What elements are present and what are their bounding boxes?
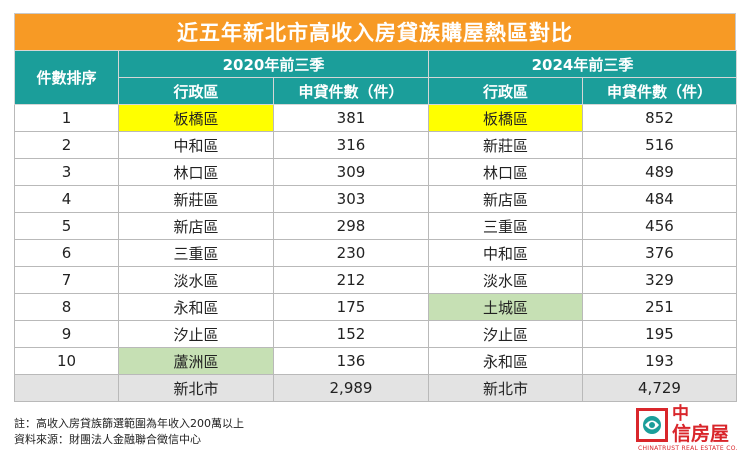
district-cell-a: 板橋區 (118, 104, 274, 132)
source-text: 資料來源：財團法人金融聯合徵信中心 (14, 433, 201, 446)
table-row: 3 林口區 309 林口區 489 (14, 158, 737, 186)
count-cell-b: 516 (582, 131, 737, 159)
district-cell-b: 三重區 (428, 212, 583, 240)
table-row: 9 汐止區 152 汐止區 195 (14, 320, 737, 348)
period-b-header: 2024年前三季 (428, 50, 737, 78)
count-cell-b: 329 (582, 266, 737, 294)
district-cell-b: 中和區 (428, 239, 583, 267)
logo-line2: 信房屋 (672, 423, 730, 445)
rank-cell: 5 (14, 212, 119, 240)
count-header-b: 申貸件數（件） (582, 77, 737, 105)
district-cell-b: 永和區 (428, 347, 583, 375)
table-header: 件數排序 2020年前三季 2024年前三季 行政區 申貸件數（件） 行政區 申… (14, 50, 737, 105)
total-rank-cell (14, 374, 119, 402)
district-cell-b: 新莊區 (428, 131, 583, 159)
company-logo: 中 信房屋 CHINATRUST REAL ESTATE CO. (636, 404, 740, 454)
total-row: 新北市 2,989 新北市 4,729 (14, 374, 737, 402)
note-text: 註：高收入房貸族篩選範圍為年收入200萬以上 (14, 417, 244, 430)
count-cell-a: 136 (273, 347, 429, 375)
district-cell-a: 淡水區 (118, 266, 274, 294)
count-cell-a: 316 (273, 131, 429, 159)
rank-header: 件數排序 (14, 50, 119, 105)
count-cell-b: 484 (582, 185, 737, 213)
district-cell-a: 三重區 (118, 239, 274, 267)
table-title: 近五年新北市高收入房貸族購屋熱區對比 (14, 13, 736, 50)
district-header-a: 行政區 (118, 77, 274, 105)
total-district-a: 新北市 (118, 374, 274, 402)
district-cell-b: 新店區 (428, 185, 583, 213)
rank-cell: 8 (14, 293, 119, 321)
table-row: 8 永和區 175 土城區 251 (14, 293, 737, 321)
footnotes: 註：高收入房貸族篩選範圍為年收入200萬以上 資料來源：財團法人金融聯合徵信中心 (14, 416, 244, 448)
district-cell-a: 中和區 (118, 131, 274, 159)
rank-cell: 10 (14, 347, 119, 375)
logo-text: 中 信房屋 (672, 404, 729, 444)
total-count-b: 4,729 (582, 374, 737, 402)
count-cell-b: 376 (582, 239, 737, 267)
rank-cell: 6 (14, 239, 119, 267)
count-cell-b: 456 (582, 212, 737, 240)
count-cell-b: 251 (582, 293, 737, 321)
period-a-header: 2020年前三季 (118, 50, 429, 78)
count-cell-a: 381 (273, 104, 429, 132)
count-cell-b: 489 (582, 158, 737, 186)
table-row: 10 蘆洲區 136 永和區 193 (14, 347, 737, 375)
district-cell-b: 汐止區 (428, 320, 583, 348)
table-row: 7 淡水區 212 淡水區 329 (14, 266, 737, 294)
rank-cell: 3 (14, 158, 119, 186)
district-cell-a: 新莊區 (118, 185, 274, 213)
rank-cell: 9 (14, 320, 119, 348)
count-cell-a: 152 (273, 320, 429, 348)
count-cell-b: 193 (582, 347, 737, 375)
district-cell-b: 淡水區 (428, 266, 583, 294)
rank-cell: 1 (14, 104, 119, 132)
count-cell-a: 175 (273, 293, 429, 321)
table-row: 1 板橋區 381 板橋區 852 (14, 104, 737, 132)
count-cell-b: 195 (582, 320, 737, 348)
logo-mark-icon (636, 408, 668, 442)
table-row: 2 中和區 316 新莊區 516 (14, 131, 737, 159)
district-cell-b: 林口區 (428, 158, 583, 186)
district-cell-a: 蘆洲區 (118, 347, 274, 375)
rank-cell: 4 (14, 185, 119, 213)
rank-cell: 2 (14, 131, 119, 159)
ranking-table: 件數排序 2020年前三季 2024年前三季 行政區 申貸件數（件） 行政區 申… (14, 50, 737, 402)
logo-subtitle: CHINATRUST REAL ESTATE CO. (638, 445, 738, 452)
district-cell-a: 永和區 (118, 293, 274, 321)
district-cell-a: 林口區 (118, 158, 274, 186)
count-cell-a: 303 (273, 185, 429, 213)
district-cell-a: 汐止區 (118, 320, 274, 348)
district-header-b: 行政區 (428, 77, 583, 105)
table-row: 4 新莊區 303 新店區 484 (14, 185, 737, 213)
total-district-b: 新北市 (428, 374, 583, 402)
count-cell-a: 230 (273, 239, 429, 267)
count-cell-b: 852 (582, 104, 737, 132)
district-cell-b: 土城區 (428, 293, 583, 321)
table-row: 6 三重區 230 中和區 376 (14, 239, 737, 267)
total-count-a: 2,989 (273, 374, 429, 402)
count-header-a: 申貸件數（件） (273, 77, 429, 105)
count-cell-a: 212 (273, 266, 429, 294)
count-cell-a: 309 (273, 158, 429, 186)
district-cell-b: 板橋區 (428, 104, 583, 132)
table-row: 5 新店區 298 三重區 456 (14, 212, 737, 240)
rank-cell: 7 (14, 266, 119, 294)
district-cell-a: 新店區 (118, 212, 274, 240)
count-cell-a: 298 (273, 212, 429, 240)
logo-line1: 中 (672, 404, 689, 424)
